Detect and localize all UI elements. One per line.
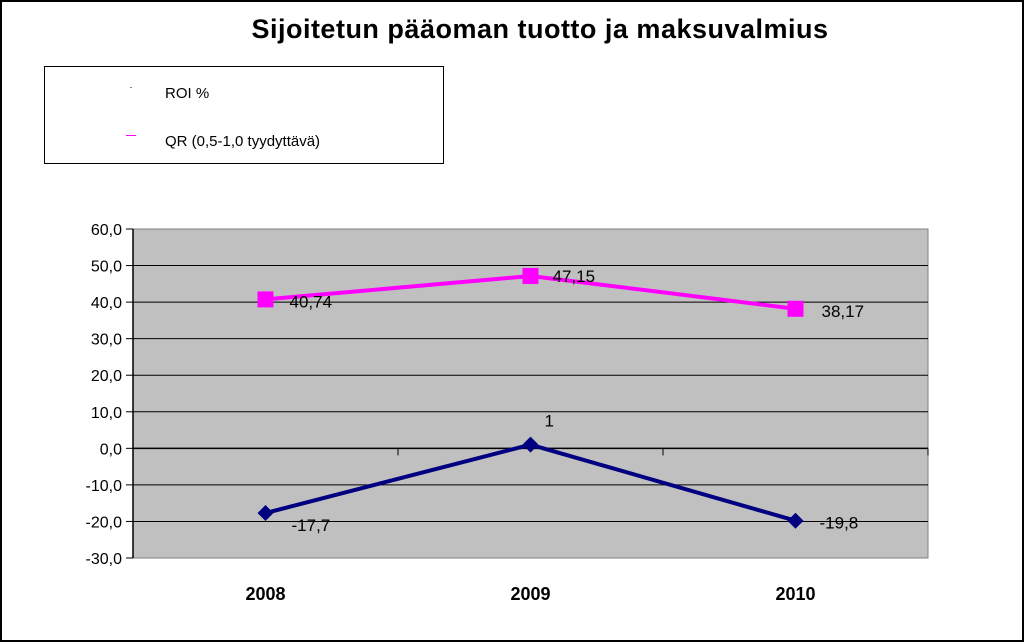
y-tick-label: 30,0 [91,332,122,349]
data-label: -19,8 [820,514,859,533]
legend-label-qr: QR (0,5-1,0 tyydyttävä) [165,132,321,150]
legend-label-roi: ROI % [165,84,210,102]
legend-marker-qr [126,135,136,136]
data-point-qr [257,291,274,308]
chart-legend: ROI % QR (0,5-1,0 tyydyttävä) [44,66,444,164]
y-tick-label: 0,0 [100,441,122,458]
y-tick-label: -30,0 [86,551,123,568]
data-point-qr [522,267,539,284]
data-label: 1 [545,412,554,431]
y-tick-label: 50,0 [91,259,122,276]
x-tick-label: 2009 [510,584,550,604]
y-tick-label: 10,0 [91,405,122,422]
data-point-roi [787,512,804,529]
chart-title: Sijoitetun pääoman tuotto ja maksuvalmiu… [251,14,829,44]
legend-item-roi: ROI % [109,83,209,103]
data-label: 40,74 [290,292,333,311]
data-point-roi [257,505,274,522]
data-label: 38,17 [822,302,865,321]
data-point-roi [522,436,539,453]
y-tick-label: 20,0 [91,368,122,385]
y-tick-label: -20,0 [86,514,123,531]
data-label: 47,15 [553,267,596,286]
legend-marker-roi [130,87,132,88]
y-tick-label: -10,0 [86,478,123,495]
data-label: -17,7 [292,516,331,535]
legend-item-qr: QR (0,5-1,0 tyydyttävä) [109,131,320,151]
y-tick-label: 40,0 [91,295,122,312]
x-tick-label: 2008 [245,584,285,604]
data-point-qr [787,300,804,317]
y-tick-label: 60,0 [91,222,122,239]
x-tick-label: 2010 [775,584,815,604]
